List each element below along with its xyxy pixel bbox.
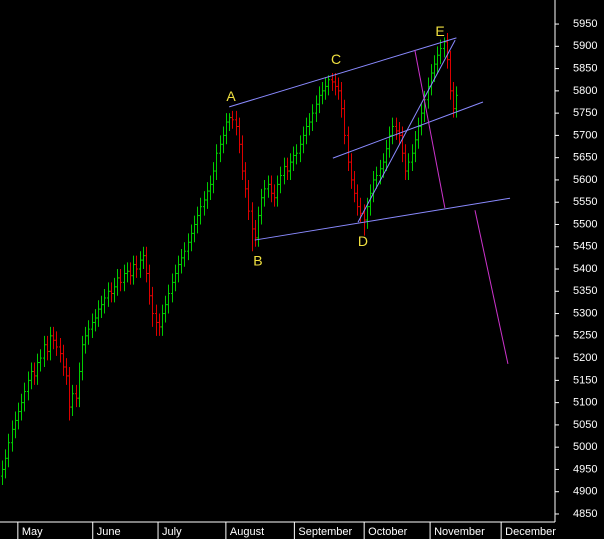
- x-tick-label: August: [230, 526, 264, 538]
- trendline: [332, 101, 484, 159]
- trendline: [414, 49, 446, 209]
- y-tick-label: 5900: [573, 40, 597, 52]
- x-tick-label: October: [368, 526, 407, 538]
- y-tick-label: 5850: [573, 62, 597, 74]
- y-tick-label: 5700: [573, 129, 597, 141]
- y-tick-label: 5600: [573, 174, 597, 186]
- x-tick-label: December: [505, 526, 556, 538]
- y-tick-label: 5950: [573, 18, 597, 30]
- x-tick-label: June: [97, 526, 121, 538]
- y-tick-label: 5550: [573, 196, 597, 208]
- y-tick-label: 4850: [573, 508, 597, 520]
- y-tick-label: 5100: [573, 397, 597, 409]
- y-tick-label: 5200: [573, 352, 597, 364]
- y-tick-label: 4900: [573, 486, 597, 498]
- y-tick-label: 5400: [573, 263, 597, 275]
- trendline: [474, 210, 509, 364]
- y-tick-label: 5150: [573, 374, 597, 386]
- y-tick-label: 5650: [573, 152, 597, 164]
- y-tick-label: 5000: [573, 441, 597, 453]
- y-tick-label: 5500: [573, 218, 597, 230]
- y-tick-label: 5750: [573, 107, 597, 119]
- annotation-label: B: [253, 253, 262, 269]
- y-tick-label: 5300: [573, 307, 597, 319]
- y-tick-label: 5250: [573, 330, 597, 342]
- y-tick-label: 5350: [573, 285, 597, 297]
- x-tick-label: November: [434, 526, 485, 538]
- trendline: [229, 37, 457, 108]
- y-tick-label: 5450: [573, 241, 597, 253]
- annotation-label: E: [435, 23, 444, 39]
- x-tick-label: September: [298, 526, 352, 538]
- y-tick-label: 5050: [573, 419, 597, 431]
- annotation-label: D: [358, 233, 368, 249]
- x-tick-label: May: [22, 526, 43, 538]
- trendline: [357, 39, 456, 223]
- annotation-label: C: [331, 51, 341, 67]
- trendline: [254, 197, 511, 241]
- x-tick-label: July: [162, 526, 182, 538]
- y-tick-label: 4950: [573, 463, 597, 475]
- y-tick-label: 5800: [573, 85, 597, 97]
- annotation-label: A: [226, 88, 236, 104]
